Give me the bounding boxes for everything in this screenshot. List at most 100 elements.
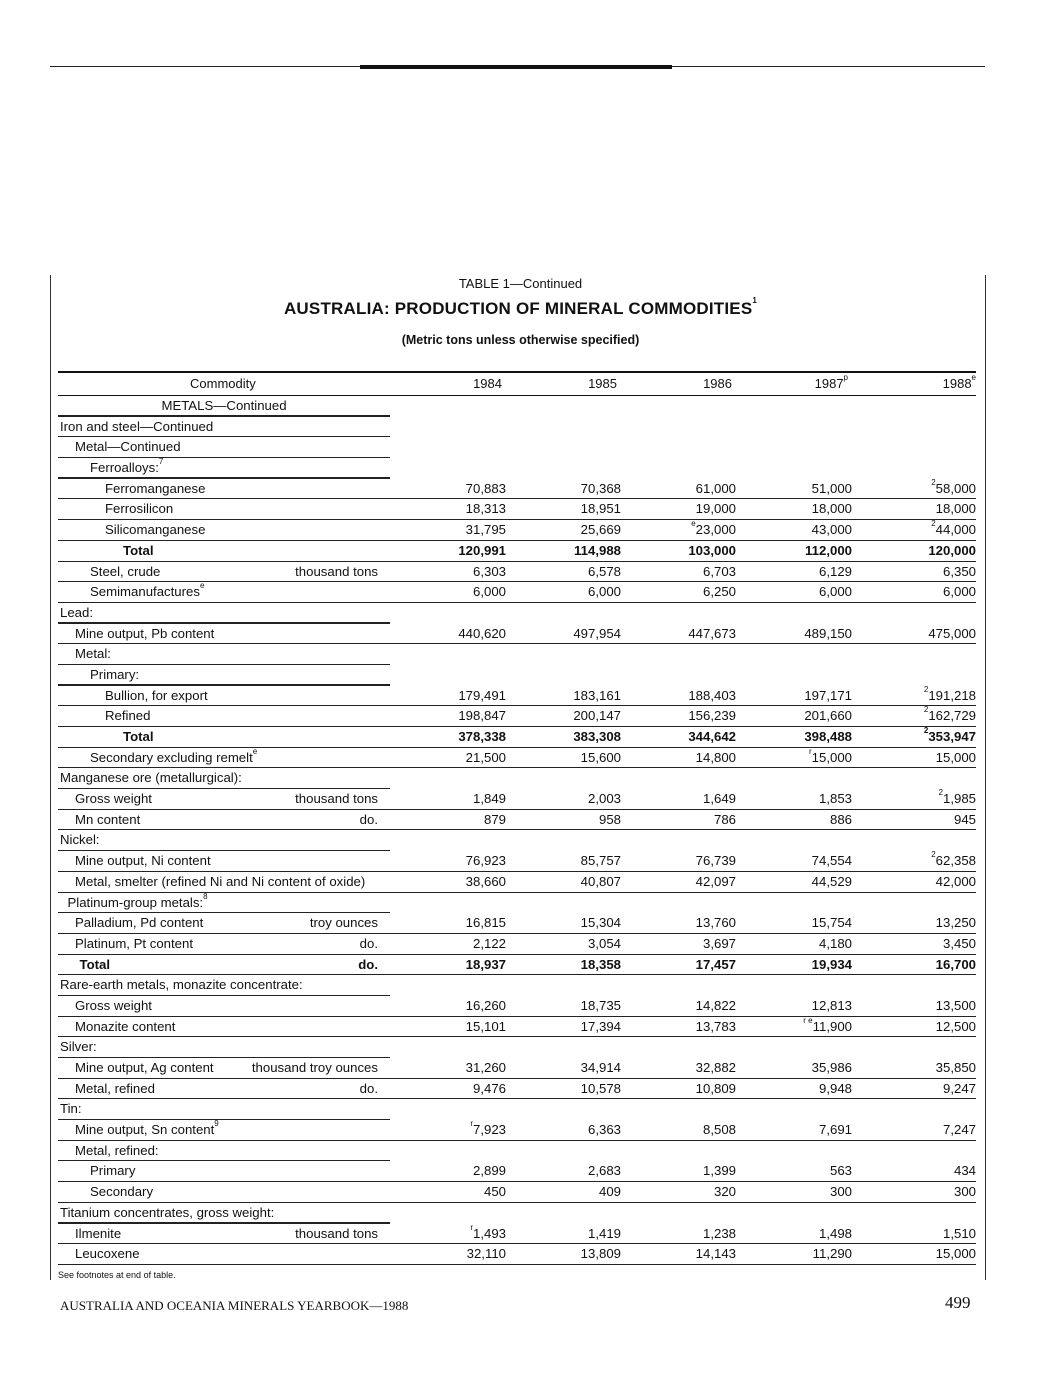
row-unit: thousand tons (295, 791, 378, 807)
cell-footnote: 2 (931, 519, 936, 529)
table-cell: 6,303 (473, 564, 506, 579)
label-text: Gross weight (75, 997, 152, 1013)
cell-footnote: r (470, 1222, 473, 1232)
cell-value: 31,260 (465, 1060, 506, 1075)
table-cell: 786 (714, 812, 736, 827)
table-cell: 17,457 (696, 957, 736, 972)
table-row: Gross weight thousand tons 1,849 2,003 1,649… (58, 788, 976, 810)
table-cell: 85,757 (581, 853, 621, 868)
label-text: Monazite content (75, 1018, 176, 1034)
table-cell: 378,338 (458, 729, 506, 744)
table-cell: 18,000 (812, 501, 852, 516)
table-cell: r1,493 (470, 1222, 506, 1241)
cell-value: 2,899 (472, 1163, 506, 1179)
table-cell: 1,510 (943, 1226, 976, 1241)
cell-value: 19,000 (695, 501, 736, 517)
table-cell: 1,399 (703, 1163, 736, 1178)
row-label: Refined (105, 708, 150, 723)
label-text: Metal, refined (75, 1080, 155, 1096)
table-section-row: Metal: (58, 644, 976, 665)
table-body: METALS—Continued Iron and steel—Continued… (58, 396, 976, 1265)
row-label: Palladium, Pd content (75, 915, 203, 930)
cell-value: 74,554 (811, 853, 852, 869)
row-underline (58, 684, 390, 686)
table-cell: 440,620 (458, 626, 506, 641)
cell-value: 17,457 (695, 956, 736, 972)
label-text: Metal—Continued (75, 439, 181, 455)
table-cell: 320 (714, 1184, 736, 1199)
row-label: Platinum, Pt content (75, 936, 193, 951)
row-unit: thousand tons (295, 563, 378, 579)
table-cell: 3,450 (943, 936, 976, 951)
table-cell: 344,642 (688, 729, 736, 744)
row-underline (58, 477, 390, 479)
table-cell: 120,991 (458, 543, 506, 558)
cell-value: 1,849 (472, 791, 506, 807)
row-unit: do. (359, 935, 378, 951)
row-label: Gross weight (75, 998, 152, 1013)
table-cell: 19,000 (696, 501, 736, 516)
cell-value: 378,338 (458, 729, 506, 744)
header-year: 1988e (943, 373, 976, 391)
cell-value: 1,498 (818, 1225, 852, 1241)
table-row: Metal, smelter (refined Ni and Ni conten… (58, 872, 976, 893)
row-label: Metal, smelter (refined Ni and Ni conten… (75, 874, 365, 889)
label-text: Primary (90, 1163, 136, 1179)
table-cell: 17,394 (581, 1019, 621, 1034)
table-cell: r15,000 (809, 747, 852, 765)
table-cell: 76,923 (466, 853, 506, 868)
table-cell: 198,847 (458, 708, 506, 723)
table-cell: 9,247 (943, 1081, 976, 1096)
cell-value: 58,000 (935, 480, 976, 496)
cell-value: 6,000 (818, 584, 852, 600)
cell-value: 1,985 (942, 791, 976, 807)
cell-value: 35,986 (811, 1060, 852, 1075)
table-cell: 8,508 (703, 1122, 736, 1137)
table-cell: 16,260 (466, 998, 506, 1013)
row-underline (58, 994, 390, 996)
table-row: Primary 2,899 2,683 1,399 563 434 (58, 1161, 976, 1183)
header-year: 1984 (473, 376, 502, 391)
table-cell: 3,054 (588, 936, 621, 951)
cell-value: 51,000 (811, 480, 852, 496)
year-text: 1987 (814, 376, 844, 391)
table-section-row: Silver: (58, 1037, 976, 1058)
row-label: Gross weight (75, 791, 152, 806)
cell-value: 11,290 (812, 1246, 852, 1262)
cell-value: 200,147 (573, 708, 621, 724)
table-cell: 120,000 (928, 543, 976, 558)
table-cell: 7,247 (943, 1122, 976, 1137)
row-label: Mine output, Ni content (75, 853, 211, 868)
cell-value: 1,510 (942, 1225, 976, 1241)
label-text: METALS—Continued (161, 398, 287, 413)
cell-value: 1,419 (587, 1225, 621, 1241)
table-cell: 262,358 (931, 850, 976, 868)
table-cell: e23,000 (691, 519, 736, 538)
table-cell: 13,809 (581, 1246, 621, 1261)
year-text: 1985 (588, 376, 617, 391)
table-cell: 409 (599, 1184, 621, 1199)
cell-value: 13,500 (935, 997, 976, 1013)
cell-value: 6,250 (702, 584, 736, 600)
cell-value: 489,150 (804, 625, 852, 641)
table-cell: 35,986 (812, 1060, 852, 1075)
table-cell: 945 (954, 812, 976, 827)
table-cell: 258,000 (931, 478, 976, 496)
table-cell: 61,000 (696, 481, 736, 496)
table-cell: 35,850 (936, 1060, 976, 1075)
header-year: 1987p (814, 373, 848, 391)
cell-value: 23,000 (695, 522, 736, 538)
table-cell: 1,649 (703, 791, 736, 806)
cell-value: 563 (829, 1163, 852, 1179)
table-cell: 18,735 (581, 998, 621, 1013)
header-year: 1986 (703, 376, 732, 391)
cell-value: 3,054 (587, 935, 621, 951)
cell-value: 15,000 (935, 749, 976, 765)
row-unit: do. (359, 1080, 378, 1096)
cell-value: 43,000 (811, 522, 852, 538)
cell-value: 61,000 (695, 480, 736, 496)
table-label: TABLE 1—Continued (458, 276, 583, 291)
table-row: Total 120,991 114,988 103,000 112,000 120,000 (58, 541, 976, 562)
label-text: Rare-earth metals, monazite concentrate: (60, 977, 303, 993)
cell-value: 156,239 (688, 708, 736, 724)
